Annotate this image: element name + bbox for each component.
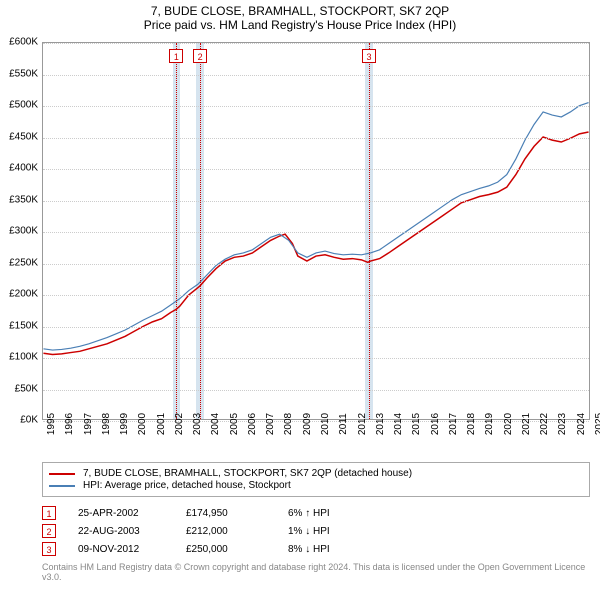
sale-marker-icon: 2 <box>193 49 207 63</box>
sale-vline <box>369 43 370 419</box>
x-axis-label: 1995 <box>46 413 57 435</box>
x-axis-label: 2005 <box>229 413 240 435</box>
y-axis-label: £50K <box>2 383 38 394</box>
sale-row: 2 22-AUG-2003 £212,000 1% ↓ HPI <box>42 524 590 538</box>
x-axis-label: 2012 <box>357 413 368 435</box>
gridline <box>43 43 589 44</box>
legend-item-hpi: HPI: Average price, detached house, Stoc… <box>49 480 583 491</box>
y-axis-label: £600K <box>2 37 38 48</box>
x-axis-label: 2020 <box>503 413 514 435</box>
x-axis-label: 2001 <box>156 413 167 435</box>
footer-attribution: Contains HM Land Registry data © Crown c… <box>42 562 590 582</box>
x-axis-label: 2003 <box>192 413 203 435</box>
sale-vline <box>176 43 177 419</box>
x-axis-label: 1997 <box>83 413 94 435</box>
sale-hpi: 8% ↓ HPI <box>288 544 388 555</box>
x-axis-label: 1996 <box>64 413 75 435</box>
series-hpi <box>43 103 588 351</box>
sale-marker-icon: 3 <box>362 49 376 63</box>
x-axis-label: 1998 <box>101 413 112 435</box>
sale-row: 1 25-APR-2002 £174,950 6% ↑ HPI <box>42 506 590 520</box>
x-axis-label: 2000 <box>137 413 148 435</box>
x-axis-label: 2015 <box>411 413 422 435</box>
y-axis-label: £400K <box>2 163 38 174</box>
sale-hpi: 6% ↑ HPI <box>288 508 388 519</box>
sale-date: 22-AUG-2003 <box>78 526 164 537</box>
y-axis-label: £300K <box>2 226 38 237</box>
legend-item-property: 7, BUDE CLOSE, BRAMHALL, STOCKPORT, SK7 … <box>49 468 583 479</box>
x-axis-label: 2024 <box>576 413 587 435</box>
y-axis-label: £450K <box>2 131 38 142</box>
sale-date: 09-NOV-2012 <box>78 544 164 555</box>
y-axis-label: £550K <box>2 68 38 79</box>
y-axis-label: £0K <box>2 415 38 426</box>
legend-swatch <box>49 473 75 475</box>
x-axis-label: 2010 <box>320 413 331 435</box>
x-axis-label: 2021 <box>521 413 532 435</box>
gridline <box>43 327 589 328</box>
sale-date: 25-APR-2002 <box>78 508 164 519</box>
gridline <box>43 138 589 139</box>
x-axis-label: 2022 <box>539 413 550 435</box>
y-axis-label: £350K <box>2 194 38 205</box>
chart-svg <box>43 43 589 419</box>
legend-label: 7, BUDE CLOSE, BRAMHALL, STOCKPORT, SK7 … <box>83 468 412 479</box>
x-axis-label: 2004 <box>210 413 221 435</box>
x-axis-label: 2014 <box>393 413 404 435</box>
x-axis-label: 2023 <box>557 413 568 435</box>
x-axis-label: 2007 <box>265 413 276 435</box>
sales-table: 1 25-APR-2002 £174,950 6% ↑ HPI 2 22-AUG… <box>42 502 590 560</box>
x-axis-label: 2025 <box>594 413 600 435</box>
plot-area: 12 3 <box>42 42 590 420</box>
sale-price: £212,000 <box>186 526 266 537</box>
x-axis-label: 2019 <box>484 413 495 435</box>
sale-marker-icon: 1 <box>42 506 56 520</box>
chart-container: 7, BUDE CLOSE, BRAMHALL, STOCKPORT, SK7 … <box>0 0 600 590</box>
gridline <box>43 264 589 265</box>
y-axis-label: £200K <box>2 289 38 300</box>
legend: 7, BUDE CLOSE, BRAMHALL, STOCKPORT, SK7 … <box>42 462 590 497</box>
chart-title: 7, BUDE CLOSE, BRAMHALL, STOCKPORT, SK7 … <box>0 0 600 18</box>
sale-hpi: 1% ↓ HPI <box>288 526 388 537</box>
y-axis-label: £500K <box>2 100 38 111</box>
x-axis-label: 1999 <box>119 413 130 435</box>
x-axis-label: 2011 <box>338 413 349 435</box>
y-axis-label: £100K <box>2 352 38 363</box>
x-axis-label: 2006 <box>247 413 258 435</box>
gridline <box>43 169 589 170</box>
y-axis-label: £150K <box>2 320 38 331</box>
sale-price: £174,950 <box>186 508 266 519</box>
legend-swatch <box>49 485 75 487</box>
gridline <box>43 232 589 233</box>
gridline <box>43 390 589 391</box>
x-axis-label: 2016 <box>430 413 441 435</box>
legend-label: HPI: Average price, detached house, Stoc… <box>83 480 291 491</box>
sale-marker-icon: 2 <box>42 524 56 538</box>
sale-marker-icon: 1 <box>169 49 183 63</box>
x-axis-label: 2013 <box>375 413 386 435</box>
sale-vline <box>200 43 201 419</box>
gridline <box>43 106 589 107</box>
y-axis-label: £250K <box>2 257 38 268</box>
gridline <box>43 201 589 202</box>
x-axis-label: 2018 <box>466 413 477 435</box>
sale-row: 3 09-NOV-2012 £250,000 8% ↓ HPI <box>42 542 590 556</box>
x-axis-label: 2008 <box>283 413 294 435</box>
sale-price: £250,000 <box>186 544 266 555</box>
gridline <box>43 295 589 296</box>
chart-subtitle: Price paid vs. HM Land Registry's House … <box>0 18 600 36</box>
x-axis-label: 2009 <box>302 413 313 435</box>
gridline <box>43 75 589 76</box>
gridline <box>43 358 589 359</box>
x-axis-label: 2002 <box>174 413 185 435</box>
x-axis-label: 2017 <box>448 413 459 435</box>
series-property <box>43 132 588 354</box>
sale-marker-icon: 3 <box>42 542 56 556</box>
